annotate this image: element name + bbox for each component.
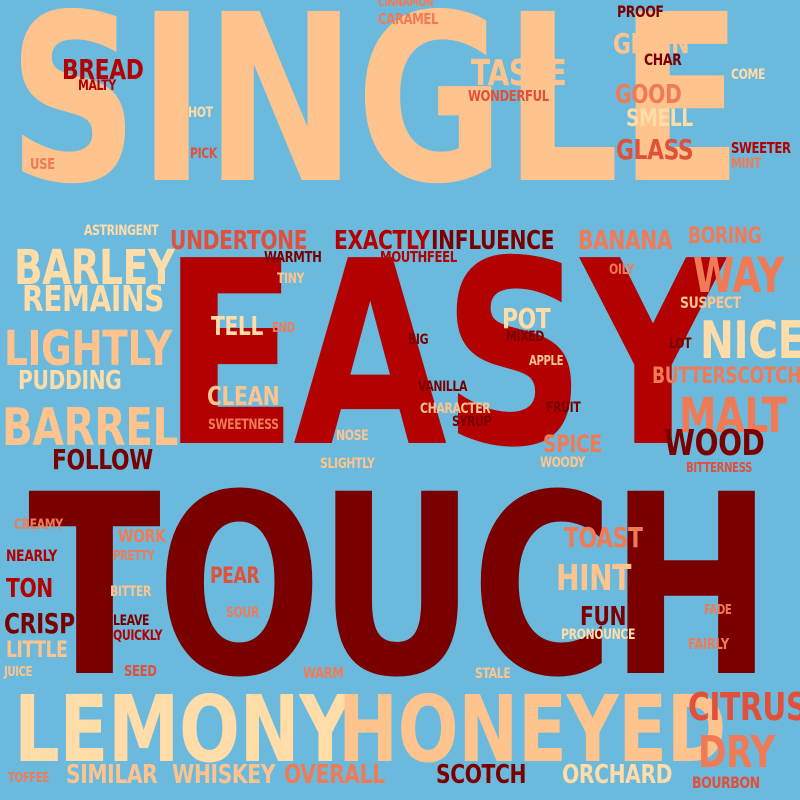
word-wonderful: WONDERFUL <box>468 87 549 105</box>
word-warm: WARM <box>303 664 344 682</box>
word-vanilla: VANILLA <box>418 379 468 395</box>
word-sweeter: SWEETER <box>731 139 791 157</box>
word-exactly: EXACTLY <box>334 226 430 256</box>
word-mint: MINT <box>731 156 761 172</box>
word-oily: OILY <box>609 262 634 278</box>
word-lot: LOT <box>669 336 692 352</box>
word-toast: TOAST <box>564 521 643 554</box>
word-hot: HOT <box>188 105 213 121</box>
word-influence: INFLUENCE <box>431 226 555 256</box>
word-pronounce: PRONOUNCE <box>561 627 636 643</box>
word-mouthfeel: MOUTHFEEL <box>380 248 457 266</box>
word-orchard: ORCHARD <box>562 760 673 790</box>
word-leave: LEAVE <box>113 613 150 629</box>
word-bread: BREAD <box>62 53 144 86</box>
word-syrup: SYRUP <box>452 414 492 430</box>
word-nice: NICE <box>700 311 800 371</box>
word-honeyed: HONEYED <box>338 676 726 783</box>
word-work: WORK <box>118 526 166 547</box>
word-big: BIG <box>408 332 429 348</box>
word-butterscotch: BUTTERSCOTCH <box>652 364 800 389</box>
word-way: WAY <box>693 248 784 304</box>
word-malty: MALTY <box>78 78 116 94</box>
word-cask: CASK <box>650 163 684 181</box>
word-crisp: CRISP <box>4 607 75 640</box>
word-citrus: CITRUS <box>688 685 800 729</box>
word-bitterness: BITTERNESS <box>686 461 752 476</box>
word-good: GOOD <box>615 80 682 110</box>
word-end: END <box>272 321 295 336</box>
word-woody: WOODY <box>540 455 585 471</box>
word-sour: SOUR <box>226 605 259 621</box>
word-little: LITTLE <box>6 638 68 663</box>
word-stale: STALE <box>475 666 511 682</box>
word-toffee: TOFFEE <box>8 771 49 786</box>
word-hint: HINT <box>556 558 632 599</box>
word-funk: FUNK <box>580 602 642 632</box>
word-follow: FOLLOW <box>52 443 153 476</box>
word-clean: CLEAN <box>207 382 280 412</box>
word-sweetness: SWEETNESS <box>208 417 279 433</box>
word-apple: APPLE <box>529 354 564 369</box>
word-pot: POT <box>502 302 551 335</box>
word-lightly: LIGHTLY <box>4 321 172 377</box>
word-undertone: UNDERTONE <box>170 226 308 256</box>
word-lemony: LEMONY <box>14 676 351 783</box>
word-touch: TOUCH <box>28 441 773 732</box>
word-character: CHARACTER <box>420 401 491 417</box>
word-scotch: SCOTCH <box>436 760 527 790</box>
word-fruit: FRUIT <box>546 400 581 416</box>
word-dry: DRY <box>698 727 775 778</box>
word-use: USE <box>30 155 55 173</box>
word-warmth: WARMTH <box>264 248 322 266</box>
word-fade: FADE <box>704 603 732 618</box>
word-pretty: PRETTY <box>113 549 155 564</box>
word-pear: PEAR <box>210 564 260 589</box>
word-glass: GLASS <box>616 133 694 166</box>
word-mixed: MIXED <box>506 329 544 345</box>
word-smell: SMELL <box>626 104 693 132</box>
word-ton: TON <box>6 574 53 604</box>
word-malt: MALT <box>679 388 787 444</box>
word-suspect: SUSPECT <box>680 293 741 312</box>
word-overall: OVERALL <box>284 760 385 790</box>
word-boring: BORING <box>688 224 762 249</box>
word-wood: WOOD <box>664 423 765 464</box>
word-astringent: ASTRINGENT <box>84 223 159 239</box>
word-come: COME <box>731 67 766 83</box>
word-char: CHAR <box>644 50 682 69</box>
word-bitter: BITTER <box>110 584 152 600</box>
word-caramel: CARAMEL <box>378 10 439 28</box>
word-pudding: PUDDING <box>18 366 122 396</box>
word-whiskey: WHISKEY <box>172 760 276 790</box>
word-juice: JUICE <box>4 665 33 680</box>
word-pick: PICK <box>190 146 217 162</box>
word-creamy: CREAMY <box>14 517 63 533</box>
word-remains: REMAINS <box>22 279 164 320</box>
word-similar: SIMILAR <box>66 760 158 790</box>
word-barley: BARLEY <box>14 240 175 296</box>
word-proof: PROOF <box>617 2 664 21</box>
word-nose: NOSE <box>336 428 369 444</box>
word-quickly: QUICKLY <box>113 628 163 644</box>
word-bourbon: BOURBON <box>692 773 760 792</box>
word-grain: GRAIN <box>613 27 690 60</box>
word-cinnamon: CINNAMON <box>378 0 434 9</box>
word-spice: SPICE <box>543 430 602 458</box>
word-tell: TELL <box>211 312 263 342</box>
word-taste: TASTE <box>471 53 567 94</box>
word-fairly: FAIRLY <box>688 635 729 653</box>
word-barrel: BARREL <box>2 398 178 458</box>
word-easy: EASY <box>162 207 725 504</box>
word-nearly: NEARLY <box>6 546 57 565</box>
word-tiny: TINY <box>277 271 305 287</box>
word-banana: BANANA <box>578 226 673 256</box>
word-seed: SEED <box>124 662 157 680</box>
word-single: SINGLE <box>8 0 743 235</box>
word-slightly: SLIGHTLY <box>320 456 375 472</box>
